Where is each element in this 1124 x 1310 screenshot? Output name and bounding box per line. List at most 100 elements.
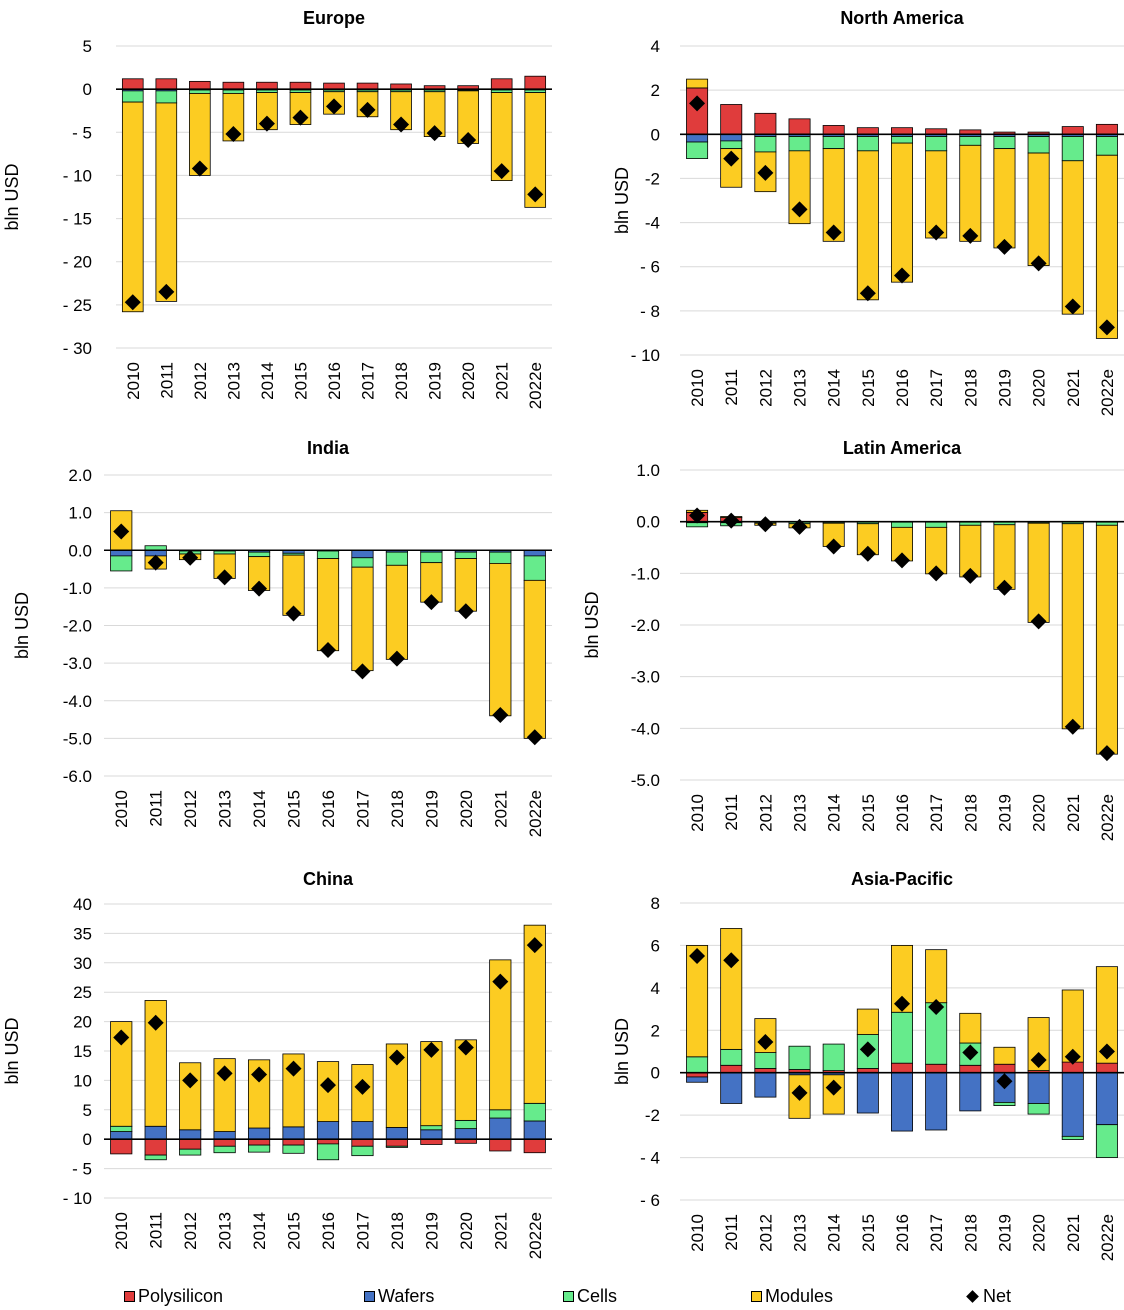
x-tick-label: 2020 — [1030, 1214, 1049, 1252]
bar-modules — [959, 1012, 982, 1044]
bar-cells — [247, 1144, 271, 1153]
bar-wafers — [686, 1076, 709, 1083]
x-tick-label: 2013 — [216, 1212, 235, 1250]
x-tick-label: 2021 — [493, 362, 512, 400]
bar-cells — [189, 89, 211, 94]
net-marker — [894, 995, 910, 1012]
x-tick-label: 2011 — [722, 794, 741, 831]
y-tick-label: 5 — [83, 37, 92, 56]
bar-modules — [144, 1000, 167, 1127]
net-marker — [182, 549, 199, 566]
bar-polysilicon — [282, 1138, 305, 1146]
bar-polysilicon — [523, 1138, 546, 1154]
bar-wafers — [720, 1072, 743, 1104]
x-tick-label: 2016 — [319, 790, 338, 828]
net-marker — [526, 937, 543, 954]
bar-cells — [993, 1102, 1016, 1106]
net-marker — [1098, 319, 1115, 336]
net-marker — [388, 1049, 405, 1066]
bar-modules — [1027, 152, 1050, 267]
bar-cells — [720, 140, 743, 150]
net-marker — [791, 201, 808, 218]
x-tick-label: 2015 — [291, 362, 310, 400]
x-tick-label: 2020 — [1030, 369, 1049, 407]
bar-cells — [891, 136, 913, 144]
legend-item-wafers: Wafers — [364, 1286, 434, 1307]
bar-polysilicon — [891, 1062, 913, 1074]
bar-modules — [891, 142, 913, 283]
bar-wafers — [454, 1128, 477, 1140]
x-tick-label: 2019 — [995, 1214, 1014, 1252]
net-marker — [216, 569, 233, 586]
y-tick-label: 0 — [83, 1130, 92, 1149]
bar-cells — [247, 551, 271, 558]
bar-polysilicon — [247, 1138, 271, 1146]
bar-polysilicon — [891, 127, 913, 135]
x-tick-label: 2014 — [825, 1214, 844, 1252]
legend-label-modules: Modules — [765, 1286, 834, 1306]
bar-cells — [213, 1145, 236, 1154]
x-tick-label: 2012 — [191, 362, 210, 400]
legend-label-wafers: Wafers — [378, 1286, 435, 1306]
x-tick-label: 2015 — [285, 1212, 304, 1250]
net-marker — [757, 1033, 774, 1050]
x-tick-label: 2011 — [147, 1212, 166, 1249]
net-marker — [996, 238, 1013, 255]
bar-modules — [856, 1008, 879, 1035]
net-marker — [859, 1041, 876, 1058]
net-marker — [962, 1044, 979, 1061]
bar-polysilicon — [489, 1138, 512, 1152]
x-tick-label: 2020 — [459, 362, 478, 400]
chart-title: India — [307, 438, 350, 458]
bar-wafers — [420, 1129, 443, 1140]
net-marker — [460, 132, 477, 149]
bar-wafers — [213, 1131, 236, 1140]
bar-modules — [155, 102, 178, 302]
x-tick-label: 2017 — [927, 794, 946, 832]
x-tick-label: 2014 — [250, 790, 269, 828]
bar-polysilicon — [524, 75, 547, 90]
x-tick-label: 2021 — [491, 1212, 510, 1250]
legend-swatch-cells — [563, 1291, 574, 1302]
bar-cells — [891, 521, 913, 528]
net-marker — [285, 1060, 302, 1077]
bar-cells — [523, 555, 546, 581]
y-tick-label: -4.0 — [631, 719, 660, 738]
bar-modules — [856, 150, 879, 301]
net-marker — [1064, 718, 1081, 735]
y-tick-label: 25 — [73, 983, 92, 1002]
bar-modules — [1027, 522, 1050, 623]
x-tick-label: 2018 — [961, 794, 980, 832]
bar-modules — [351, 566, 374, 672]
bar-wafers — [891, 1072, 913, 1132]
y-tick-label: -2 — [645, 1106, 660, 1125]
x-tick-label: 2013 — [791, 794, 810, 832]
bar-cells — [121, 90, 144, 103]
x-tick-label: 2011 — [722, 369, 741, 406]
net-marker — [928, 224, 945, 241]
net-marker — [457, 1039, 474, 1056]
bar-polysilicon — [959, 1064, 982, 1074]
y-tick-label: -2.0 — [631, 616, 660, 635]
bar-cells — [1095, 521, 1118, 526]
bar-modules — [121, 101, 144, 313]
y-tick-label: -4 — [645, 214, 660, 233]
net-marker — [1064, 298, 1081, 315]
bar-wafers — [110, 1131, 133, 1140]
net-marker — [354, 1078, 371, 1095]
x-tick-label: 2012 — [756, 1214, 775, 1252]
x-tick-label: 2015 — [859, 369, 878, 407]
y-tick-label: - 10 — [63, 1189, 92, 1208]
x-tick-label: 2016 — [319, 1212, 338, 1250]
x-tick-label: 2022e — [526, 362, 545, 409]
x-tick-label: 2015 — [859, 1214, 878, 1252]
y-tick-label: 10 — [73, 1071, 92, 1090]
bar-polysilicon — [179, 1138, 202, 1150]
bar-modules — [925, 949, 948, 1004]
y-tick-label: 0 — [651, 1064, 660, 1083]
bar-polysilicon — [490, 78, 513, 90]
y-tick-label: -5.0 — [63, 729, 92, 748]
bar-cells — [454, 551, 477, 559]
bar-wafers — [856, 1072, 879, 1114]
bar-modules — [489, 563, 512, 717]
